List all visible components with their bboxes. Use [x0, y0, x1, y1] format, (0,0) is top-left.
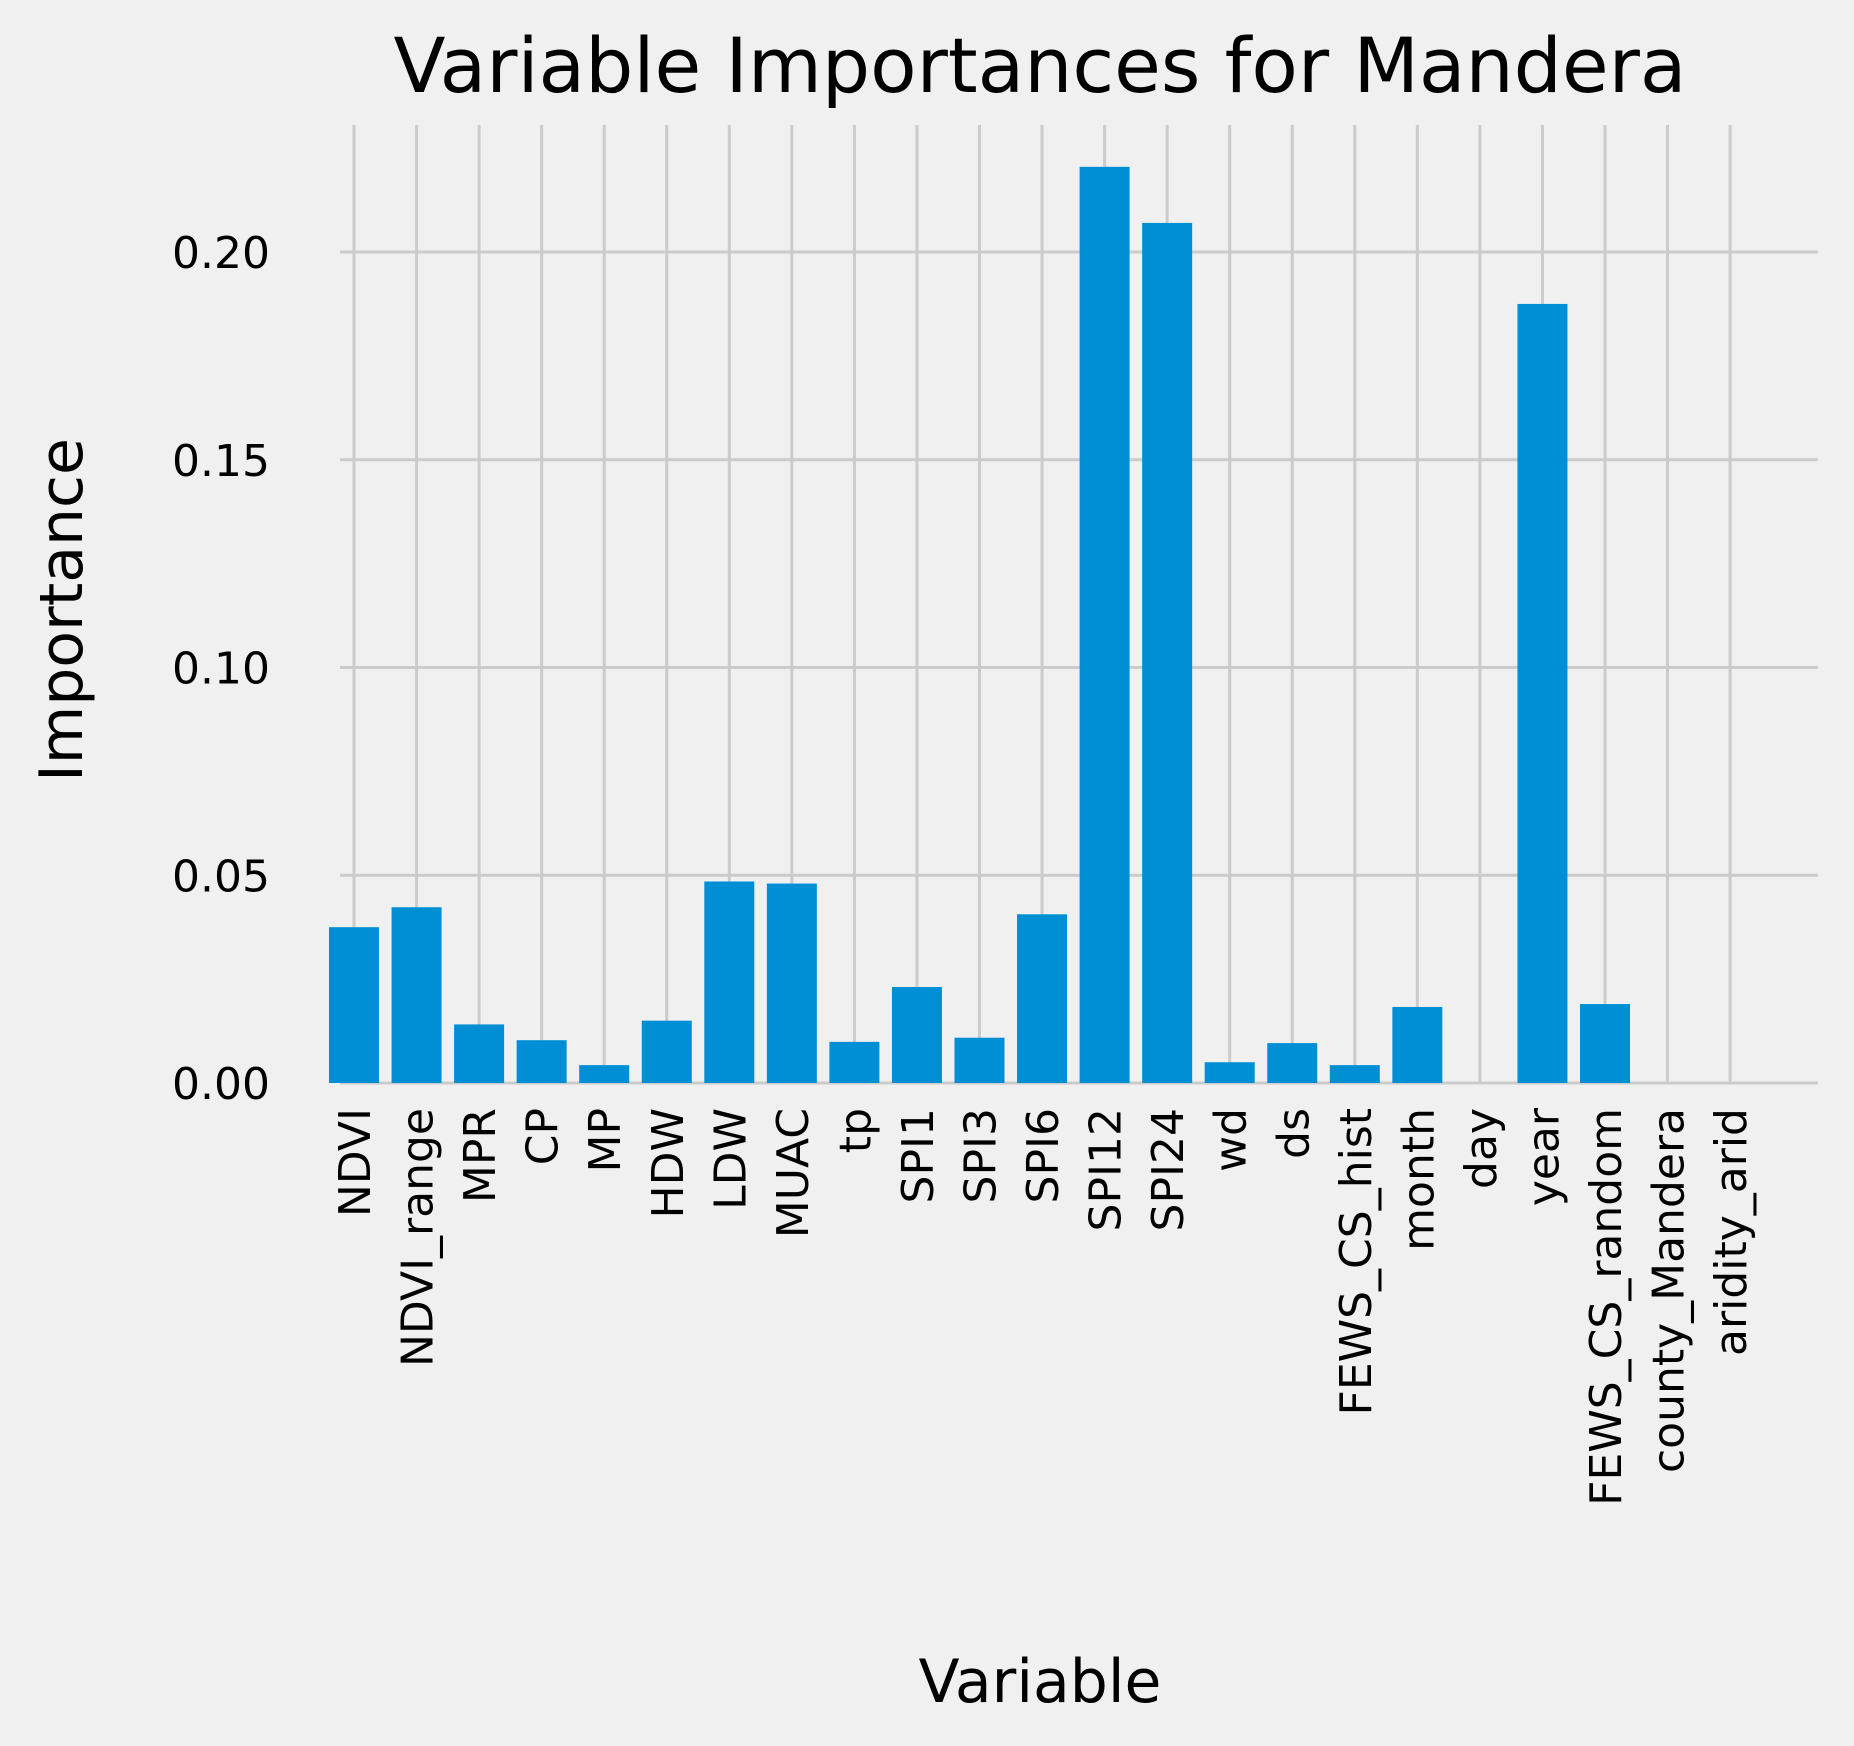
bar-CP	[516, 1040, 567, 1083]
bar-wd	[1204, 1062, 1255, 1083]
y-tick-label: 0.05	[172, 851, 270, 902]
bar-month	[1392, 1006, 1443, 1083]
y-tick-label: 0.20	[172, 228, 270, 279]
bar-SPI1	[891, 987, 942, 1083]
x-tick-label: NDVI_range	[393, 1108, 444, 1367]
x-tick-label: wd	[1206, 1108, 1257, 1172]
x-tick-label: MUAC	[768, 1108, 819, 1238]
x-tick-label: SPI12	[1081, 1108, 1132, 1231]
x-tick-label: year	[1518, 1107, 1569, 1206]
bar-MPR	[454, 1024, 505, 1083]
bar-FEWS_CS_hist	[1329, 1065, 1380, 1083]
x-tick-label: FEWS_CS_random	[1581, 1108, 1632, 1506]
y-tick-labels: 0.00 0.05 0.10 0.15 0.20	[172, 228, 270, 1110]
bar-FEWS_CS_random	[1580, 1004, 1630, 1083]
x-tick-label: SPI3	[956, 1108, 1007, 1203]
bar-ds	[1267, 1043, 1318, 1083]
bar-SPI3	[954, 1037, 1005, 1083]
x-tick-label: SPI1	[893, 1108, 944, 1203]
x-tick-label: tp	[830, 1108, 881, 1153]
x-tick-label: county_Mandera	[1644, 1108, 1695, 1473]
x-tick-labels: NDVI NDVI_range MPR CP MP HDW LDW MUAC tp SPI1 SPI…	[330, 1107, 1757, 1506]
x-tick-label: day	[1456, 1108, 1507, 1189]
y-tick-label: 0.15	[172, 436, 270, 487]
x-tick-label: MPR	[455, 1108, 506, 1203]
bar-MP	[579, 1065, 630, 1083]
y-tick-label: 0.00	[172, 1059, 270, 1110]
bars	[329, 166, 1630, 1084]
x-tick-label: CP	[518, 1108, 569, 1165]
x-tick-label: FEWS_CS_hist	[1331, 1108, 1382, 1415]
chart-title: Variable Importances for Mandera	[394, 21, 1687, 110]
x-tick-label: NDVI	[330, 1108, 381, 1217]
x-tick-label: MP	[580, 1108, 631, 1173]
bar-SPI24	[1142, 222, 1193, 1084]
x-tick-label: HDW	[643, 1108, 694, 1218]
bar-MUAC	[766, 883, 817, 1083]
bar-NDVI	[329, 927, 379, 1083]
x-tick-label: SPI24	[1143, 1108, 1194, 1231]
x-tick-label: LDW	[705, 1108, 756, 1210]
x-axis-label: Variable	[919, 1647, 1162, 1717]
y-axis-label: Importance	[27, 438, 97, 782]
x-tick-label: SPI6	[1018, 1108, 1069, 1203]
bar-HDW	[641, 1020, 692, 1083]
y-tick-label: 0.10	[172, 644, 270, 695]
x-tick-label: ds	[1268, 1108, 1319, 1159]
x-tick-label: aridity_arid	[1706, 1108, 1757, 1356]
bar-LDW	[704, 881, 755, 1083]
bar-tp	[829, 1041, 880, 1083]
bar-SPI12	[1079, 166, 1130, 1083]
bar-SPI6	[1017, 914, 1068, 1083]
bar-year	[1517, 303, 1568, 1083]
x-tick-label: month	[1393, 1108, 1444, 1251]
bar-NDVI_range	[391, 907, 442, 1083]
